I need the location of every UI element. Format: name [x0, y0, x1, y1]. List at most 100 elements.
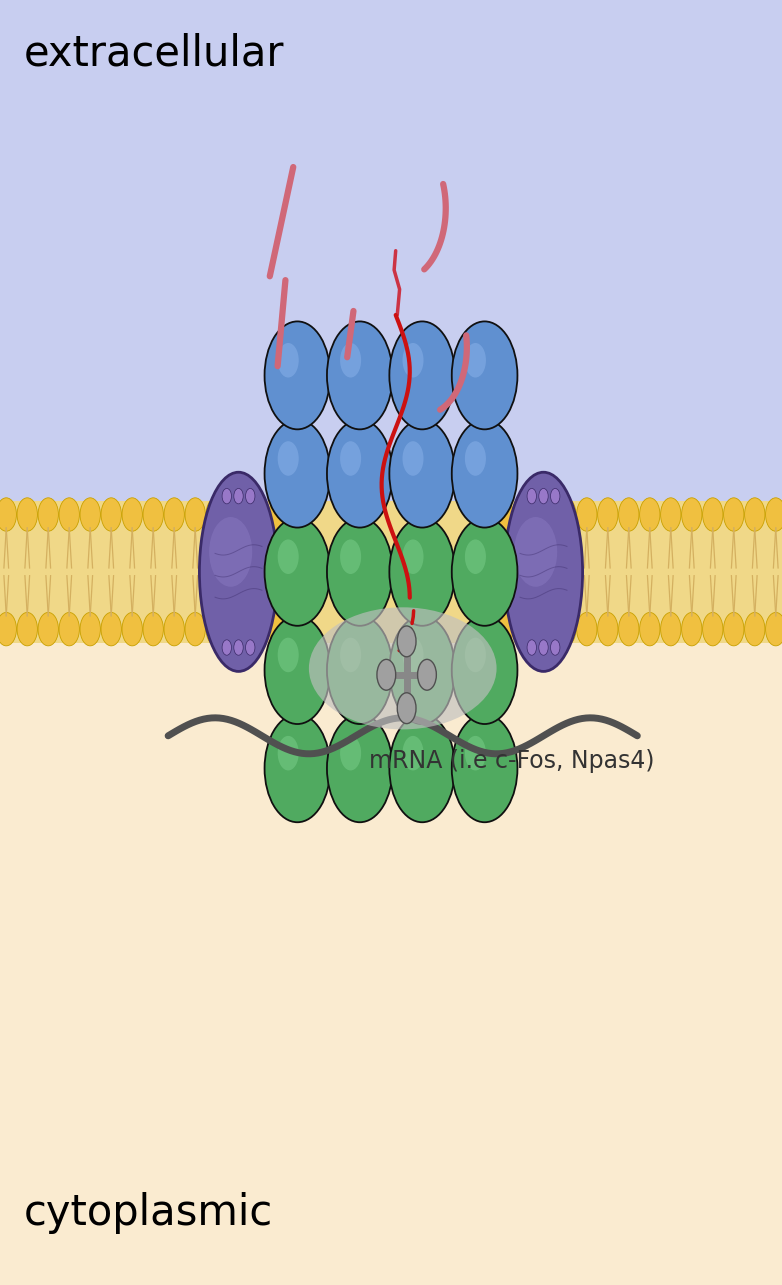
Circle shape — [452, 616, 518, 723]
Circle shape — [723, 613, 744, 646]
Circle shape — [452, 420, 518, 528]
Circle shape — [576, 497, 597, 531]
Ellipse shape — [210, 517, 252, 587]
Circle shape — [227, 497, 247, 531]
Circle shape — [246, 640, 255, 655]
Circle shape — [723, 497, 744, 531]
Circle shape — [122, 497, 142, 531]
Circle shape — [535, 497, 555, 531]
Circle shape — [206, 613, 226, 646]
Ellipse shape — [199, 472, 278, 671]
Circle shape — [597, 497, 618, 531]
Circle shape — [389, 616, 455, 723]
Circle shape — [122, 613, 142, 646]
Circle shape — [465, 540, 486, 574]
Circle shape — [327, 518, 393, 626]
Circle shape — [403, 736, 424, 771]
Circle shape — [452, 518, 518, 626]
Circle shape — [514, 497, 534, 531]
Circle shape — [278, 540, 299, 574]
Circle shape — [143, 497, 163, 531]
Circle shape — [640, 497, 660, 531]
Circle shape — [397, 693, 416, 723]
Circle shape — [264, 518, 330, 626]
Circle shape — [327, 616, 393, 723]
Circle shape — [527, 640, 536, 655]
Circle shape — [514, 613, 534, 646]
Circle shape — [164, 497, 185, 531]
Circle shape — [327, 714, 393, 822]
Circle shape — [264, 714, 330, 822]
Circle shape — [278, 736, 299, 771]
Circle shape — [80, 613, 100, 646]
Circle shape — [744, 613, 765, 646]
Circle shape — [164, 613, 185, 646]
Circle shape — [80, 497, 100, 531]
Circle shape — [59, 497, 80, 531]
Circle shape — [493, 613, 513, 646]
Circle shape — [101, 497, 121, 531]
Circle shape — [222, 640, 231, 655]
Circle shape — [452, 714, 518, 822]
Circle shape — [269, 497, 289, 531]
Circle shape — [17, 613, 38, 646]
Circle shape — [340, 343, 361, 378]
Circle shape — [222, 488, 231, 504]
Circle shape — [452, 321, 518, 429]
Ellipse shape — [309, 608, 497, 730]
Circle shape — [539, 640, 548, 655]
Circle shape — [527, 488, 536, 504]
Circle shape — [640, 613, 660, 646]
Circle shape — [702, 613, 723, 646]
Circle shape — [389, 714, 455, 822]
Circle shape — [377, 659, 396, 690]
Circle shape — [576, 613, 597, 646]
Circle shape — [465, 441, 486, 475]
Circle shape — [465, 343, 486, 378]
Circle shape — [556, 497, 576, 531]
Circle shape — [744, 497, 765, 531]
Circle shape — [248, 613, 268, 646]
Circle shape — [702, 497, 723, 531]
Circle shape — [206, 497, 226, 531]
Circle shape — [397, 626, 416, 657]
Circle shape — [535, 613, 555, 646]
Circle shape — [340, 736, 361, 771]
Circle shape — [389, 321, 455, 429]
Circle shape — [327, 420, 393, 528]
Circle shape — [38, 497, 59, 531]
Circle shape — [551, 640, 560, 655]
Circle shape — [403, 343, 424, 378]
Circle shape — [340, 637, 361, 672]
Circle shape — [278, 637, 299, 672]
Circle shape — [59, 613, 80, 646]
Circle shape — [597, 613, 618, 646]
Circle shape — [766, 613, 782, 646]
Circle shape — [264, 321, 330, 429]
Bar — [0, 501, 782, 642]
Circle shape — [17, 497, 38, 531]
Circle shape — [465, 637, 486, 672]
Circle shape — [278, 343, 299, 378]
Circle shape — [465, 736, 486, 771]
Circle shape — [0, 613, 16, 646]
Circle shape — [38, 613, 59, 646]
Circle shape — [661, 613, 681, 646]
Bar — [0, 630, 782, 1285]
Circle shape — [661, 497, 681, 531]
Circle shape — [278, 441, 299, 475]
Circle shape — [493, 497, 513, 531]
Circle shape — [185, 613, 206, 646]
Circle shape — [264, 420, 330, 528]
Text: cytoplasmic: cytoplasmic — [23, 1192, 273, 1235]
Ellipse shape — [504, 472, 583, 671]
Circle shape — [101, 613, 121, 646]
Circle shape — [185, 497, 206, 531]
Circle shape — [403, 441, 424, 475]
Circle shape — [619, 497, 639, 531]
Circle shape — [682, 497, 702, 531]
Circle shape — [551, 488, 560, 504]
Circle shape — [766, 497, 782, 531]
Circle shape — [403, 540, 424, 574]
Circle shape — [246, 488, 255, 504]
